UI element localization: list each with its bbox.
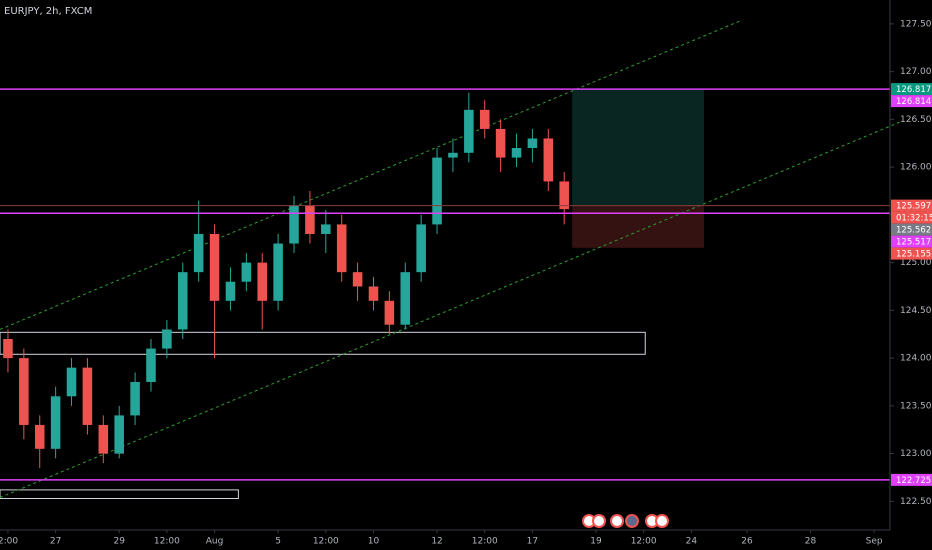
candle-body [336,224,347,273]
candle-body [241,262,252,282]
candle-body [416,224,426,273]
price-tag-label: 122.725 [896,476,931,486]
candle-body [162,329,172,349]
x-tick-label: 5 [275,537,281,547]
price-tag-label: 126.817 [896,85,931,95]
x-tick-label: 12:00 [154,537,180,547]
price-tag [891,199,932,212]
candle-body [209,233,220,301]
price-tag-label: 125.155 [896,250,931,260]
y-tick-label: 122.500 [900,497,932,507]
candle-body [495,128,506,158]
channel-line [0,121,900,498]
price-tag-label: 125.597 [896,202,931,212]
price-tag [891,95,932,108]
y-tick-label: 124.000 [900,354,932,364]
x-tick-label: 24 [686,537,698,547]
price-tag [891,223,932,236]
candle-body [543,138,554,182]
y-tick-label: 123.500 [900,401,932,411]
x-tick-label: 12 [431,537,442,547]
y-tick-label: 124.500 [900,306,932,316]
candle-body [34,424,45,449]
candle-body [19,358,29,425]
price-tag-label: 125.517 [896,238,931,248]
x-tick-label: 12:00 [313,537,339,547]
y-tick-label: 125.000 [900,258,932,268]
candle-body [50,396,61,449]
candle-body [273,243,283,301]
price-tag [891,211,932,224]
event-icons [582,514,669,528]
x-tick-label: 29 [113,537,125,547]
candle-body [289,205,299,244]
candle-body [98,424,109,454]
zone [0,489,239,499]
x-tick-label: 17 [527,537,538,547]
candle-body [368,286,379,301]
candle-body [82,367,93,425]
price-tag [891,235,932,248]
candle-body [66,367,77,397]
x-tick-label: 19 [590,537,602,547]
x-tick-label: 26 [741,537,753,547]
event-icon [592,514,606,528]
y-tick-label: 126.000 [900,163,932,173]
x-tick-label: 12:00 [472,537,498,547]
zone [0,331,646,355]
chart-title: EURJPY, 2h, FXCM [4,6,92,17]
candle-body [479,109,490,129]
x-tick-label: 2:00 [0,537,18,547]
channel-line [0,19,743,330]
candle-body [384,300,395,325]
price-tag [891,247,932,260]
y-tick-label: 126.500 [900,115,932,125]
candle-body [225,281,236,301]
candle-body [352,272,363,287]
candle-body [321,224,331,234]
candle-body [400,272,411,325]
x-tick-label: 28 [805,537,817,547]
price-tag [891,83,932,96]
price-tag [891,473,932,486]
candle-body [178,272,188,330]
event-icon [610,514,624,528]
candle-body [527,138,538,149]
take-profit-zone [572,89,705,206]
stop-loss-zone [572,205,705,248]
candle-body [464,109,474,153]
candle-body [130,381,140,416]
price-tag-label: 126.814 [896,97,931,107]
candle-body [448,152,458,158]
plot [0,19,900,499]
candle-body [3,339,13,359]
candle-body [193,233,204,273]
candle-body [559,181,569,210]
candle-body [114,415,124,454]
price-tag-label: 01:32:15 [896,214,932,224]
price-tag-label: 125.562 [896,226,931,236]
candle-body [511,148,522,158]
event-icon [625,514,639,528]
candle-body [257,262,267,301]
candle-body [432,157,442,225]
event-icon [655,514,669,528]
x-tick-label: 12:00 [631,537,657,547]
x-tick-label: 10 [368,537,380,547]
y-tick-label: 127.500 [900,19,932,29]
x-tick-label: 27 [50,537,61,547]
x-tick-label: Aug [206,537,224,547]
candle-body [146,348,156,382]
candle-body [305,205,315,234]
y-tick-label: 127.000 [900,67,932,77]
x-tick-label: Sep [866,537,883,547]
y-tick-label: 123.000 [900,449,932,459]
